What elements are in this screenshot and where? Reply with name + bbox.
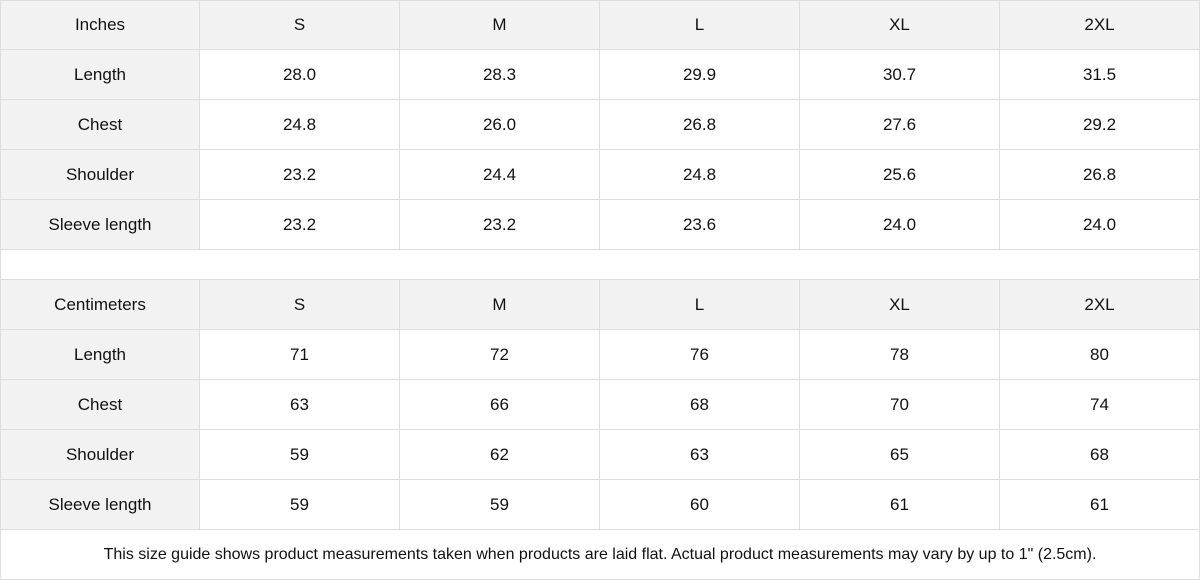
- measurement-cell: 24.4: [400, 150, 600, 200]
- measurement-cell: 28.3: [400, 50, 600, 100]
- measurement-cell: 66: [400, 380, 600, 430]
- measurement-cell: 24.8: [200, 100, 400, 150]
- measurement-cell: 29.2: [1000, 100, 1200, 150]
- measurement-cell: 71: [200, 330, 400, 380]
- centimeters-table: Centimeters S M L XL 2XL Length 71 72 76 78 80 Chest…: [0, 280, 1200, 530]
- size-header: L: [600, 280, 800, 330]
- measurement-cell: 74: [1000, 380, 1200, 430]
- measurement-cell: 63: [200, 380, 400, 430]
- measurement-cell: 60: [600, 480, 800, 530]
- row-label: Chest: [0, 100, 200, 150]
- measurement-cell: 23.2: [400, 200, 600, 250]
- measurement-cell: 28.0: [200, 50, 400, 100]
- measurement-cell: 72: [400, 330, 600, 380]
- table-spacer: [0, 250, 1200, 280]
- row-label: Chest: [0, 380, 200, 430]
- measurement-cell: 70: [800, 380, 1000, 430]
- measurement-cell: 68: [600, 380, 800, 430]
- measurement-cell: 65: [800, 430, 1000, 480]
- row-label: Length: [0, 330, 200, 380]
- measurement-cell: 62: [400, 430, 600, 480]
- unit-header: Centimeters: [0, 280, 200, 330]
- measurement-cell: 24.8: [600, 150, 800, 200]
- size-header: M: [400, 0, 600, 50]
- size-header: XL: [800, 0, 1000, 50]
- inches-table: Inches S M L XL 2XL Length 28.0 28.3 29.9 30.7 31.5…: [0, 0, 1200, 250]
- size-header: L: [600, 0, 800, 50]
- measurement-cell: 24.0: [800, 200, 1000, 250]
- measurement-cell: 76: [600, 330, 800, 380]
- measurement-cell: 24.0: [1000, 200, 1200, 250]
- size-header: 2XL: [1000, 280, 1200, 330]
- size-header: S: [200, 0, 400, 50]
- measurement-cell: 30.7: [800, 50, 1000, 100]
- row-label: Sleeve length: [0, 480, 200, 530]
- measurement-cell: 59: [400, 480, 600, 530]
- unit-header: Inches: [0, 0, 200, 50]
- measurement-cell: 23.6: [600, 200, 800, 250]
- footer-note: This size guide shows product measuremen…: [0, 530, 1200, 580]
- row-label: Shoulder: [0, 150, 200, 200]
- measurement-cell: 59: [200, 430, 400, 480]
- measurement-cell: 59: [200, 480, 400, 530]
- size-header: M: [400, 280, 600, 330]
- measurement-cell: 31.5: [1000, 50, 1200, 100]
- measurement-cell: 68: [1000, 430, 1200, 480]
- measurement-cell: 61: [1000, 480, 1200, 530]
- size-header: 2XL: [1000, 0, 1200, 50]
- row-label: Shoulder: [0, 430, 200, 480]
- row-label: Length: [0, 50, 200, 100]
- measurement-cell: 26.8: [600, 100, 800, 150]
- measurement-cell: 61: [800, 480, 1000, 530]
- measurement-cell: 26.0: [400, 100, 600, 150]
- row-label: Sleeve length: [0, 200, 200, 250]
- measurement-cell: 27.6: [800, 100, 1000, 150]
- measurement-cell: 25.6: [800, 150, 1000, 200]
- measurement-cell: 23.2: [200, 200, 400, 250]
- measurement-cell: 80: [1000, 330, 1200, 380]
- size-header: S: [200, 280, 400, 330]
- size-header: XL: [800, 280, 1000, 330]
- measurement-cell: 78: [800, 330, 1000, 380]
- measurement-cell: 63: [600, 430, 800, 480]
- measurement-cell: 26.8: [1000, 150, 1200, 200]
- measurement-cell: 23.2: [200, 150, 400, 200]
- measurement-cell: 29.9: [600, 50, 800, 100]
